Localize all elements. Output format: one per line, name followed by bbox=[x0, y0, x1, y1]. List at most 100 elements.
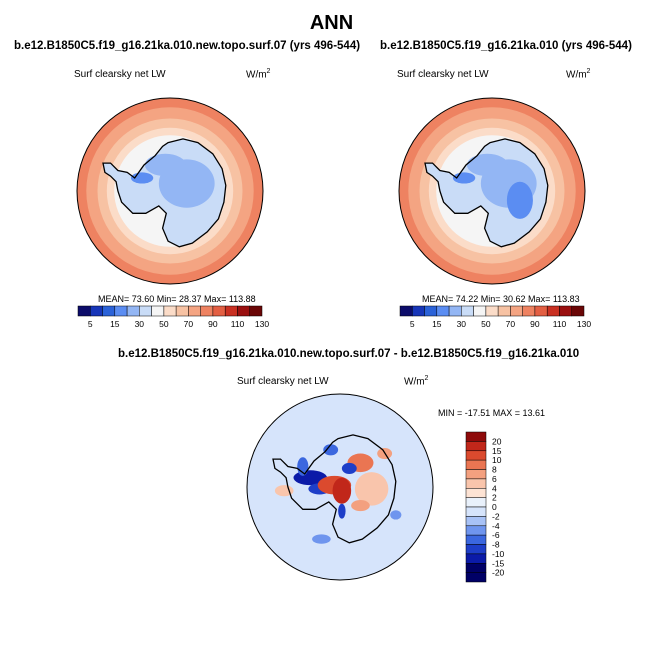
colorbar-swatch bbox=[465, 478, 487, 489]
colorbar-swatch bbox=[465, 450, 487, 461]
colorbar-swatch bbox=[465, 553, 487, 564]
colorbar-tick-label: 15 bbox=[110, 319, 120, 329]
anomaly-region bbox=[341, 462, 357, 474]
colorbar-swatch bbox=[175, 305, 189, 317]
colorbar-tick-label: 50 bbox=[481, 319, 491, 329]
colorbar-swatch bbox=[465, 431, 487, 442]
colorbar-tick-label: 5 bbox=[410, 319, 415, 329]
colorbar-swatch bbox=[237, 305, 251, 317]
panel-1-title: b.e12.B1850C5.f19_g16.21ka.010.new.topo.… bbox=[14, 40, 361, 52]
colorbar-swatch bbox=[465, 497, 487, 508]
colorbar-swatch bbox=[139, 305, 152, 317]
page-title: ANN bbox=[309, 12, 354, 34]
panel-1-stats: MEAN= 73.60 Min= 28.37 Max= 113.88 bbox=[98, 294, 256, 304]
anomaly-region bbox=[354, 472, 389, 506]
colorbar-swatch bbox=[465, 516, 487, 527]
map-fill-group bbox=[399, 98, 585, 284]
colorbar-tick-label: 15 bbox=[432, 319, 442, 329]
map-panel-3 bbox=[246, 393, 434, 581]
map-border bbox=[76, 97, 264, 285]
colorbar-panel-1: 5 15 30 50 70 90 110 130 bbox=[77, 305, 269, 329]
colorbar-tick-label: 30 bbox=[457, 319, 467, 329]
map-fill-group bbox=[247, 394, 433, 580]
map-panel-2 bbox=[398, 97, 586, 285]
panel-3-stats: MIN = -17.51 MAX = 13.61 bbox=[438, 408, 546, 418]
panel-3-units: W/m2 bbox=[404, 375, 429, 388]
colorbar-swatch bbox=[126, 305, 140, 317]
colorbar-tick-label: 110 bbox=[553, 319, 567, 329]
coastline bbox=[102, 138, 227, 248]
interior-low-region bbox=[144, 153, 186, 177]
anomaly-region bbox=[338, 503, 346, 519]
colorbar-tick-label: 130 bbox=[255, 319, 269, 329]
colorbar-tick-label: 90 bbox=[530, 319, 540, 329]
colorbar-tick-label: 10 bbox=[492, 455, 502, 465]
anomaly-region bbox=[332, 477, 352, 504]
colorbar-swatch bbox=[497, 305, 511, 317]
panel-3-title: b.e12.B1850C5.f19_g16.21ka.010.new.topo.… bbox=[118, 348, 580, 360]
colorbar-tick-label: 130 bbox=[577, 319, 591, 329]
panel-1-units: W/m2 bbox=[246, 68, 271, 81]
panel-1-variable-label: Surf clearsky net LW bbox=[74, 69, 166, 80]
colorbar-swatch bbox=[465, 563, 487, 573]
colorbar-tick-label: -15 bbox=[492, 558, 505, 568]
colorbar-swatch bbox=[465, 525, 487, 536]
colorbar-swatch bbox=[465, 572, 487, 583]
colorbar-tick-label: -6 bbox=[492, 530, 500, 540]
colorbar-tick-label: 70 bbox=[506, 319, 516, 329]
colorbar-swatch bbox=[90, 305, 103, 317]
colorbar-swatch bbox=[424, 305, 438, 317]
colorbar-tick-label: 6 bbox=[492, 474, 497, 484]
colorbar-tick-label: -2 bbox=[492, 511, 500, 521]
colorbar-swatch bbox=[249, 305, 263, 317]
colorbar-swatch bbox=[163, 305, 177, 317]
colorbar-tick-label: 8 bbox=[492, 465, 497, 475]
colorbar-swatch bbox=[465, 488, 487, 498]
colorbar-swatch bbox=[571, 305, 585, 317]
panel-2-variable-label: Surf clearsky net LW bbox=[397, 69, 489, 80]
colorbar-tick-label: 90 bbox=[208, 319, 218, 329]
colorbar-tick-label: 4 bbox=[492, 483, 497, 493]
colorbar-swatch bbox=[77, 305, 91, 317]
colorbar-tick-label: 15 bbox=[492, 446, 502, 456]
colorbar-swatch bbox=[465, 544, 487, 555]
map-panel-1 bbox=[76, 97, 264, 285]
colorbar-swatch bbox=[200, 305, 214, 317]
panel-3-variable-label: Surf clearsky net LW bbox=[237, 376, 329, 387]
colorbar-swatch bbox=[151, 305, 165, 317]
colorbar-swatch bbox=[412, 305, 425, 317]
colorbar-swatch bbox=[510, 305, 523, 317]
colorbar-swatch bbox=[465, 441, 487, 452]
colorbar-swatch bbox=[465, 506, 487, 517]
panel-2-stats: MEAN= 74.22 Min= 30.62 Max= 113.83 bbox=[422, 294, 580, 304]
panel-2-title: b.e12.B1850C5.f19_g16.21ka.010 (yrs 496-… bbox=[380, 40, 632, 52]
map-fill-group bbox=[77, 98, 263, 284]
colorbar-swatch bbox=[522, 305, 536, 317]
anomaly-region bbox=[323, 444, 339, 456]
colorbar-swatch bbox=[465, 534, 487, 545]
colorbar-panel-2: 5 15 30 50 70 90 110 130 bbox=[399, 305, 591, 329]
colorbar-swatch bbox=[212, 305, 226, 317]
colorbar-swatch bbox=[485, 305, 499, 317]
colorbar-tick-label: -10 bbox=[492, 549, 505, 559]
colorbar-tick-label: 50 bbox=[159, 319, 169, 329]
colorbar-swatch bbox=[473, 305, 487, 317]
colorbar-swatch bbox=[534, 305, 548, 317]
colorbar-swatch bbox=[465, 469, 487, 480]
colorbar-swatch bbox=[465, 459, 487, 470]
colorbar-tick-label: 20 bbox=[492, 436, 502, 446]
colorbar-tick-label: 5 bbox=[88, 319, 93, 329]
colorbar-tick-label: -8 bbox=[492, 540, 500, 550]
map-border bbox=[246, 393, 434, 581]
colorbar-tick-label: 70 bbox=[184, 319, 194, 329]
colorbar-swatch bbox=[559, 305, 573, 317]
colorbar-tick-label: -20 bbox=[492, 568, 505, 578]
anomaly-region bbox=[390, 510, 402, 520]
colorbar-tick-label: -4 bbox=[492, 521, 500, 531]
colorbar-swatch bbox=[399, 305, 413, 317]
colorbar-tick-label: 2 bbox=[492, 493, 497, 503]
colorbar-swatch bbox=[188, 305, 201, 317]
colorbar-swatch bbox=[448, 305, 462, 317]
